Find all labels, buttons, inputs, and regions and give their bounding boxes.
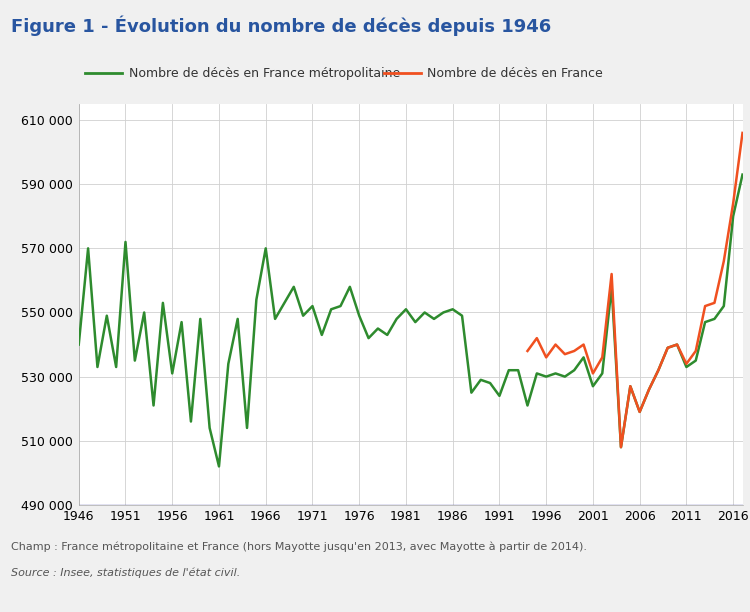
- Text: Champ : France métropolitaine et France (hors Mayotte jusqu'en 2013, avec Mayott: Champ : France métropolitaine et France …: [11, 542, 587, 552]
- Text: Source : Insee, statistiques de l'état civil.: Source : Insee, statistiques de l'état c…: [11, 568, 241, 578]
- Text: Nombre de décès en France métropolitaine: Nombre de décès en France métropolitaine: [128, 67, 400, 80]
- Text: Nombre de décès en France: Nombre de décès en France: [427, 67, 603, 80]
- Text: Figure 1 - Évolution du nombre de décès depuis 1946: Figure 1 - Évolution du nombre de décès …: [11, 15, 551, 35]
